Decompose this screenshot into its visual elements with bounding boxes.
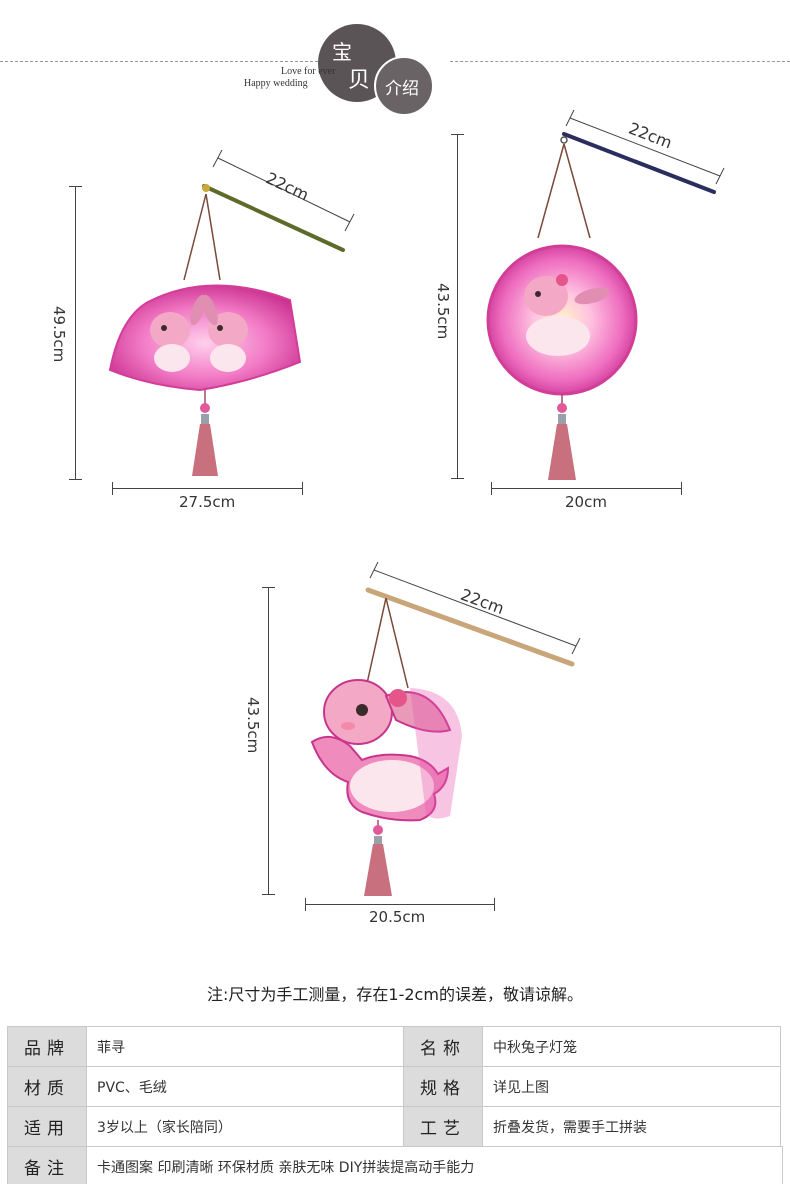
rabbit-width-line <box>305 898 495 911</box>
spec-age-label: 适用 <box>7 1106 87 1147</box>
spec-name-label: 名称 <box>403 1026 483 1067</box>
spec-row-2: 材质 PVC、毛绒 规格 详见上图 <box>7 1066 783 1107</box>
round-height-label: 43.5cm <box>434 283 452 340</box>
rabbit-width-label: 20.5cm <box>369 908 426 926</box>
rabbit-lantern-illustration <box>310 561 581 896</box>
round-width-label: 20cm <box>565 493 607 511</box>
spec-remark-value: 卡通图案 印刷清晰 环保材质 亲肤无味 DIY拼装提高动手能力 <box>86 1146 783 1184</box>
spec-row-1: 品牌 菲寻 名称 中秋兔子灯笼 <box>7 1026 783 1067</box>
spec-material-label: 材质 <box>7 1066 87 1107</box>
header-tagline-1: Love for ever <box>281 66 336 77</box>
round-height-line <box>451 134 464 479</box>
header-char-2: 贝 <box>348 68 371 93</box>
fan-height-line <box>69 186 82 480</box>
fan-width-label: 27.5cm <box>179 493 236 511</box>
spec-table: 品牌 菲寻 名称 中秋兔子灯笼 材质 PVC、毛绒 规格 详见上图 适用 3岁以… <box>7 1026 783 1184</box>
header-tagline-2: Happy wedding <box>244 78 308 89</box>
spec-craft-value: 折叠发货，需要手工拼装 <box>482 1106 781 1147</box>
header-badge-small <box>374 56 434 116</box>
spec-brand-value: 菲寻 <box>86 1026 404 1067</box>
spec-remark-label: 备注 <box>7 1146 87 1184</box>
header-divider-left <box>0 61 318 62</box>
spec-age-value: 3岁以上（家长陪同） <box>86 1106 404 1147</box>
fan-width-line <box>112 482 303 495</box>
spec-material-value: PVC、毛绒 <box>86 1066 404 1107</box>
header-char-1: 宝 <box>332 40 352 64</box>
spec-size-label: 规格 <box>403 1066 483 1107</box>
fan-lantern-illustration <box>108 150 355 476</box>
round-lantern-illustration <box>486 110 725 480</box>
spec-row-4: 备注 卡通图案 印刷清晰 环保材质 亲肤无味 DIY拼装提高动手能力 <box>7 1146 783 1184</box>
spec-row-3: 适用 3岁以上（家长陪同） 工艺 折叠发货，需要手工拼装 <box>7 1106 783 1147</box>
header-divider-right <box>450 61 790 62</box>
spec-craft-label: 工艺 <box>403 1106 483 1147</box>
spec-name-value: 中秋兔子灯笼 <box>482 1026 781 1067</box>
round-width-line <box>491 482 682 495</box>
spec-size-value: 详见上图 <box>482 1066 781 1107</box>
measurement-note: 注:尺寸为手工测量，存在1-2cm的误差，敬请谅解。 <box>207 985 583 1004</box>
rabbit-height-line <box>262 587 275 895</box>
fan-height-label: 49.5cm <box>50 306 68 363</box>
rabbit-height-label: 43.5cm <box>244 697 262 754</box>
spec-brand-label: 品牌 <box>7 1026 87 1067</box>
header-char-3: 介绍 <box>385 79 419 99</box>
